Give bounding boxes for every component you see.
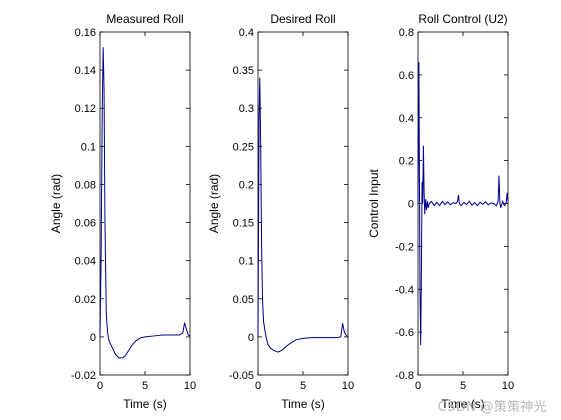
- x-tick-label: 10: [184, 380, 196, 392]
- y-tick-label: -0.8: [395, 370, 414, 382]
- y-tick-label: -0.02: [71, 370, 96, 382]
- y-tick-label: 0.35: [233, 65, 254, 77]
- y-tick-label: 0.08: [75, 179, 96, 191]
- x-axis-label: Time (s): [281, 397, 325, 411]
- y-tick-label: -0.05: [229, 370, 254, 382]
- y-tick-label: 0.2: [399, 156, 414, 168]
- y-tick-label: 0.1: [239, 256, 254, 268]
- x-tick-label: 10: [502, 380, 514, 392]
- roll-control-chart: -0.8 -0.6 -0.4 -0.2 0 0.2 0.4 0.6 0.8 0 5 10 Roll Co…: [367, 12, 514, 411]
- y-tick-label: 0: [90, 332, 96, 344]
- y-tick-label: 0.14: [75, 65, 96, 77]
- y-tick-label: 0.12: [75, 103, 96, 115]
- series-line: [257, 77, 349, 353]
- y-tick-label: -0.4: [395, 284, 414, 296]
- y-tick-label: 0.2: [239, 179, 254, 191]
- x-tick-label: 0: [255, 380, 261, 392]
- y-tick-label: 0.1: [81, 141, 96, 153]
- series-line: [417, 62, 509, 345]
- chart-title: Roll Control (U2): [418, 12, 507, 26]
- x-axis-label: Time (s): [441, 397, 485, 411]
- x-tick-label: 10: [342, 380, 354, 392]
- x-tick-label: 5: [460, 380, 466, 392]
- x-tick-label: 0: [97, 380, 103, 392]
- y-tick-label: 0.6: [399, 70, 414, 82]
- y-tick-label: 0: [408, 199, 414, 211]
- y-tick-label: 0.3: [239, 103, 254, 115]
- y-tick-label: 0.8: [399, 27, 414, 39]
- y-tick-label: 0.4: [239, 27, 254, 39]
- y-tick-label: 0.25: [233, 141, 254, 153]
- x-tick-label: 5: [300, 380, 306, 392]
- y-axis-label: Angle (rad): [49, 174, 63, 233]
- x-tick-label: 0: [415, 380, 421, 392]
- chart-title: Measured Roll: [106, 12, 183, 26]
- y-axis-label: Control Input: [367, 168, 381, 237]
- y-tick-label: 0.04: [75, 256, 96, 268]
- y-tick-label: 0.02: [75, 294, 96, 306]
- plot-frame: [99, 31, 191, 376]
- y-tick-label: 0.06: [75, 218, 96, 230]
- y-tick-label: -0.2: [395, 241, 414, 253]
- y-axis-label: Angle (rad): [207, 174, 221, 233]
- x-axis-label: Time (s): [123, 397, 167, 411]
- y-tick-label: 0.05: [233, 294, 254, 306]
- x-tick-label: 5: [142, 380, 148, 392]
- y-tick-label: 0: [248, 332, 254, 344]
- watermark-text: CSDN @策策神光: [437, 400, 547, 415]
- plot-frame: [257, 31, 349, 376]
- y-tick-label: -0.6: [395, 327, 414, 339]
- series-line: [99, 47, 191, 359]
- chart-title: Desired Roll: [270, 12, 335, 26]
- y-tick-label: 0.4: [399, 113, 414, 125]
- y-tick-label: 0.16: [75, 27, 96, 39]
- y-tick-label: 0.15: [233, 218, 254, 230]
